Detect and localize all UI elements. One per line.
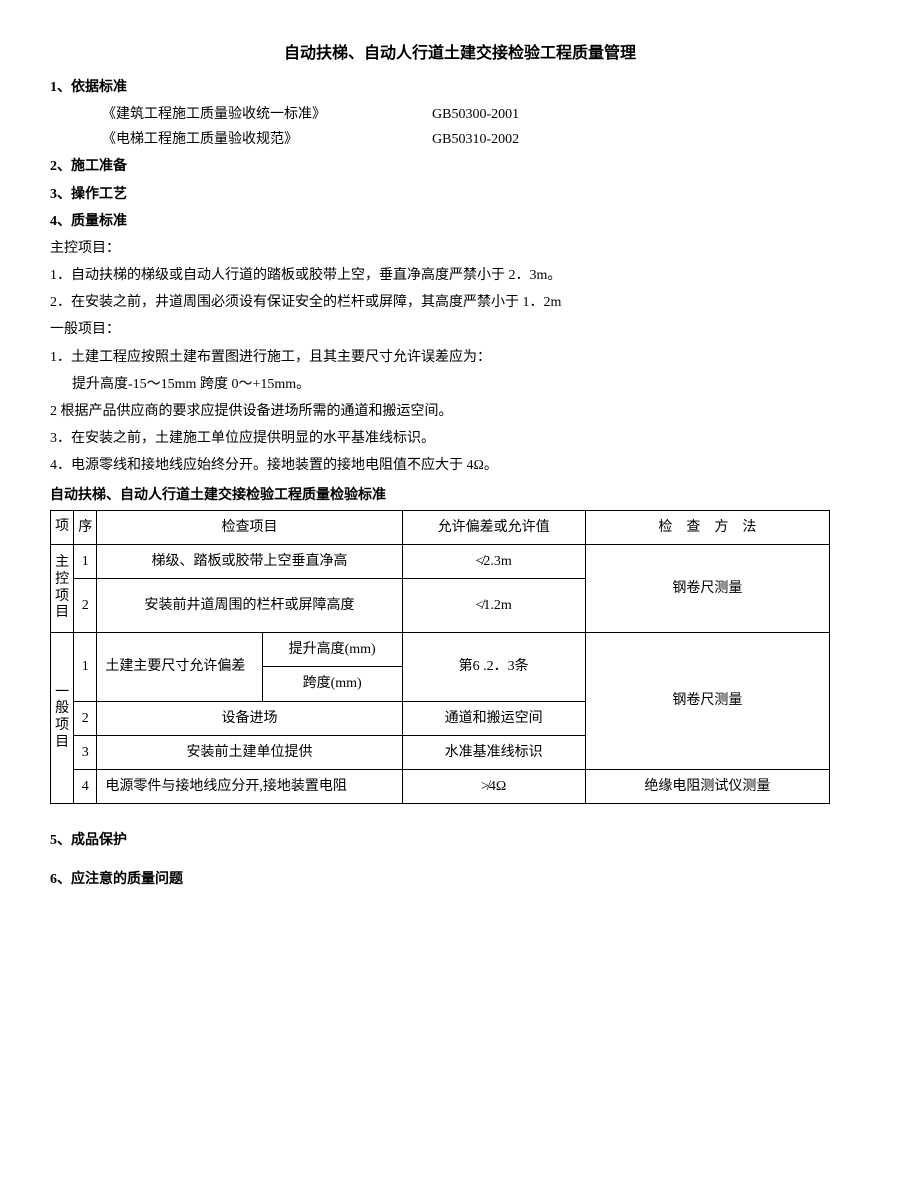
table-header-row: 项 序 检查项目 允许偏差或允许值 检 查 方 法 xyxy=(51,510,830,544)
standard-2-name: 《电梯工程施工质量验收规范》 xyxy=(102,127,432,152)
section-1-heading: 1、依据标准 xyxy=(50,75,870,100)
general-items-label: 一般项目： xyxy=(50,317,870,342)
r4-tol: 通道和搬运空间 xyxy=(402,701,585,735)
th-xiang: 项 xyxy=(51,510,74,544)
general-item-1: 1．土建工程应按照土建布置图进行施工，且其主要尺寸允许误差应为： xyxy=(50,345,870,370)
r4-item: 设备进场 xyxy=(97,701,402,735)
r1-seq: 1 xyxy=(74,544,97,578)
r5-item: 安装前土建单位提供 xyxy=(97,735,402,769)
r5-tol: 水准基准线标识 xyxy=(402,735,585,769)
general-item-4: 4．电源零线和接地线应始终分开。接地装置的接地电阻值不应大于 4Ω。 xyxy=(50,453,870,478)
main-item-2: 2．在安装之前，井道周围必须设有保证安全的栏杆或屏障，其高度严禁小于 1．2m xyxy=(50,290,870,315)
table-row: 一般项目 1 土建主要尺寸允许偏差 提升高度(mm) 第6 .2．3条 钢卷尺测… xyxy=(51,633,830,667)
standard-2-code: GB50310-2002 xyxy=(432,127,519,152)
section-6-heading: 6、应注意的质量问题 xyxy=(50,867,870,892)
r6-seq: 4 xyxy=(74,769,97,803)
r2-item: 安装前井道周围的栏杆或屏障高度 xyxy=(97,579,402,633)
r4-seq: 2 xyxy=(74,701,97,735)
section-4-heading: 4、质量标准 xyxy=(50,209,870,234)
general-item-1b: 提升高度-15～15mm 跨度 0～+15mm。 xyxy=(50,372,870,397)
general-item-3: 3．在安装之前，土建施工单位应提供明显的水平基准线标识。 xyxy=(50,426,870,451)
group-main: 主控项目 xyxy=(51,544,74,632)
r5-seq: 3 xyxy=(74,735,97,769)
r2-tol: ≮1.2m xyxy=(402,579,585,633)
r3-tol: 第6 .2．3条 xyxy=(402,633,585,701)
r6-tol: ≯4Ω xyxy=(402,769,585,803)
page-title: 自动扶梯、自动人行道土建交接检验工程质量管理 xyxy=(50,40,870,69)
standard-1: 《建筑工程施工质量验收统一标准》 GB50300-2001 xyxy=(50,102,870,127)
standard-2: 《电梯工程施工质量验收规范》 GB50310-2002 xyxy=(50,127,870,152)
r6-item: 电源零件与接地线应分开,接地装置电阻 xyxy=(97,769,402,803)
r2-seq: 2 xyxy=(74,579,97,633)
standard-1-code: GB50300-2001 xyxy=(432,102,519,127)
method-2: 钢卷尺测量 xyxy=(585,633,829,770)
r6-method: 绝缘电阻测试仪测量 xyxy=(585,769,829,803)
inspection-table: 项 序 检查项目 允许偏差或允许值 检 查 方 法 主控项目 1 梯级、踏板或胶… xyxy=(50,510,830,804)
table-row: 主控项目 1 梯级、踏板或胶带上空垂直净高 ≮2.3m 钢卷尺测量 xyxy=(51,544,830,578)
th-method: 检 查 方 法 xyxy=(585,510,829,544)
section-5-heading: 5、成品保护 xyxy=(50,828,870,853)
r1-tol: ≮2.3m xyxy=(402,544,585,578)
th-item: 检查项目 xyxy=(97,510,402,544)
r1-item: 梯级、踏板或胶带上空垂直净高 xyxy=(97,544,402,578)
table-row: 4 电源零件与接地线应分开,接地装置电阻 ≯4Ω 绝缘电阻测试仪测量 xyxy=(51,769,830,803)
r3-sub1: 提升高度(mm) xyxy=(262,633,402,667)
r3-sub2: 跨度(mm) xyxy=(262,667,402,701)
group-general: 一般项目 xyxy=(51,633,74,804)
th-tol: 允许偏差或允许值 xyxy=(402,510,585,544)
main-items-label: 主控项目： xyxy=(50,236,870,261)
general-item-2: 2 根据产品供应商的要求应提供设备进场所需的通道和搬运空间。 xyxy=(50,399,870,424)
method-1: 钢卷尺测量 xyxy=(585,544,829,632)
table-title: 自动扶梯、自动人行道土建交接检验工程质量检验标准 xyxy=(50,483,870,508)
r3-item: 土建主要尺寸允许偏差 xyxy=(97,633,262,701)
section-2-heading: 2、施工准备 xyxy=(50,154,870,179)
main-item-1: 1．自动扶梯的梯级或自动人行道的踏板或胶带上空，垂直净高度严禁小于 2．3m。 xyxy=(50,263,870,288)
th-xu: 序 xyxy=(74,510,97,544)
r3-seq: 1 xyxy=(74,633,97,701)
standard-1-name: 《建筑工程施工质量验收统一标准》 xyxy=(102,102,432,127)
section-3-heading: 3、操作工艺 xyxy=(50,182,870,207)
